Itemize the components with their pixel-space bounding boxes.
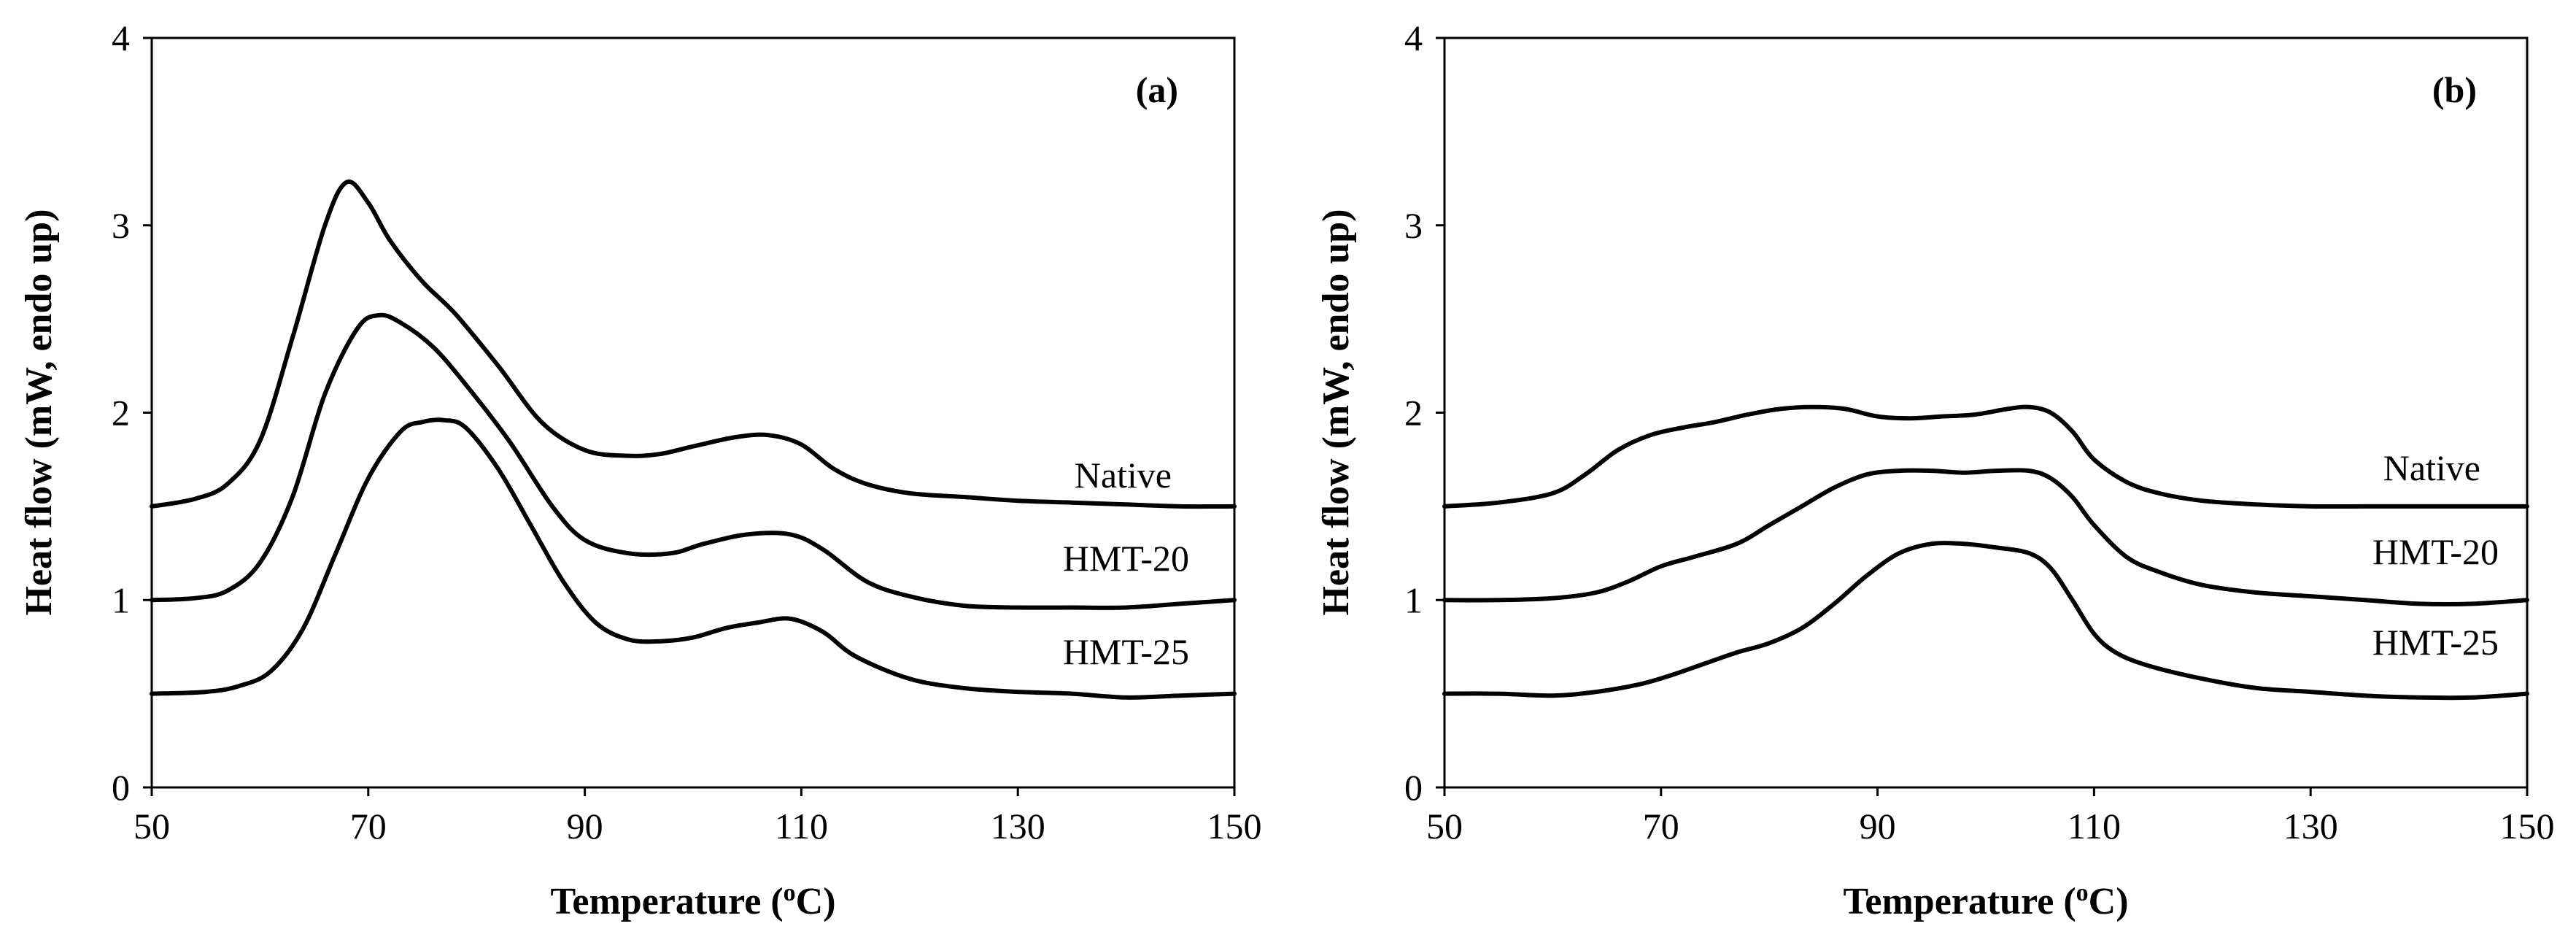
x-tick-label: 130 bbox=[2283, 806, 2338, 847]
x-axis-title: Temperature (oC) bbox=[550, 879, 835, 922]
series-curves bbox=[150, 179, 1237, 700]
series-line-native bbox=[150, 179, 1237, 509]
y-axis-title: Heat flow (mW, endo up) bbox=[1315, 209, 1357, 615]
x-tick-label: 70 bbox=[350, 806, 387, 847]
y-tick-label: 0 bbox=[112, 767, 130, 808]
x-tick-label: 50 bbox=[134, 806, 170, 847]
y-tick-label: 0 bbox=[1404, 767, 1423, 808]
y-tick-label: 4 bbox=[112, 18, 130, 58]
x-axis: 50 70 90 110 130 150 bbox=[134, 787, 1262, 847]
x-axis-title-unit: C) bbox=[2089, 881, 2129, 922]
x-tick-label: 110 bbox=[2068, 806, 2121, 847]
panel-label: (a) bbox=[1136, 69, 1178, 110]
y-tick-label: 3 bbox=[112, 205, 130, 246]
series-label-hmt-25: HMT-25 bbox=[1063, 631, 1189, 672]
x-axis-title: Temperature (oC) bbox=[1843, 879, 2128, 922]
y-axis: 0 1 2 3 4 bbox=[112, 18, 152, 808]
x-axis-title-main: Temperature ( bbox=[550, 881, 783, 922]
series-line-native bbox=[1442, 404, 2529, 509]
series-line-hmt-20 bbox=[1442, 468, 2529, 606]
y-tick-label: 2 bbox=[112, 393, 130, 433]
series-label-native: Native bbox=[2383, 447, 2480, 488]
x-tick-label: 70 bbox=[1643, 806, 1679, 847]
x-axis-title-main: Temperature ( bbox=[1843, 881, 2076, 922]
y-axis: 0 1 2 3 4 bbox=[1404, 18, 1444, 808]
y-axis-title: Heat flow (mW, endo up) bbox=[18, 209, 60, 615]
y-tick-label: 4 bbox=[1404, 18, 1423, 58]
series-line-hmt-25 bbox=[1442, 541, 2529, 701]
x-axis-title-degree: o bbox=[784, 879, 796, 906]
series-line-hmt-25 bbox=[150, 417, 1237, 700]
series-label-native: Native bbox=[1075, 455, 1172, 496]
x-tick-label: 150 bbox=[2500, 806, 2555, 847]
panel-label: (b) bbox=[2432, 69, 2477, 110]
x-axis-title-unit: C) bbox=[796, 881, 836, 922]
x-tick-label: 110 bbox=[775, 806, 828, 847]
y-tick-label: 1 bbox=[1404, 579, 1423, 620]
x-tick-label: 90 bbox=[1860, 806, 1896, 847]
series-curves bbox=[1442, 404, 2529, 701]
series-label-hmt-20: HMT-20 bbox=[1063, 538, 1189, 579]
y-tick-label: 1 bbox=[112, 579, 130, 620]
plot-area-frame bbox=[150, 36, 1236, 789]
x-tick-label: 90 bbox=[567, 806, 603, 847]
x-axis: 50 70 90 110 130 150 bbox=[1426, 787, 2555, 847]
x-tick-label: 50 bbox=[1426, 806, 1463, 847]
x-axis-title-degree: o bbox=[2076, 879, 2089, 906]
series-label-hmt-25: HMT-25 bbox=[2372, 622, 2499, 663]
y-tick-label: 2 bbox=[1404, 393, 1423, 433]
y-tick-label: 3 bbox=[1404, 205, 1423, 246]
series-line-hmt-20 bbox=[150, 312, 1237, 610]
x-tick-label: 130 bbox=[991, 806, 1045, 847]
x-tick-label: 150 bbox=[1207, 806, 1262, 847]
series-label-hmt-20: HMT-20 bbox=[2372, 531, 2499, 572]
